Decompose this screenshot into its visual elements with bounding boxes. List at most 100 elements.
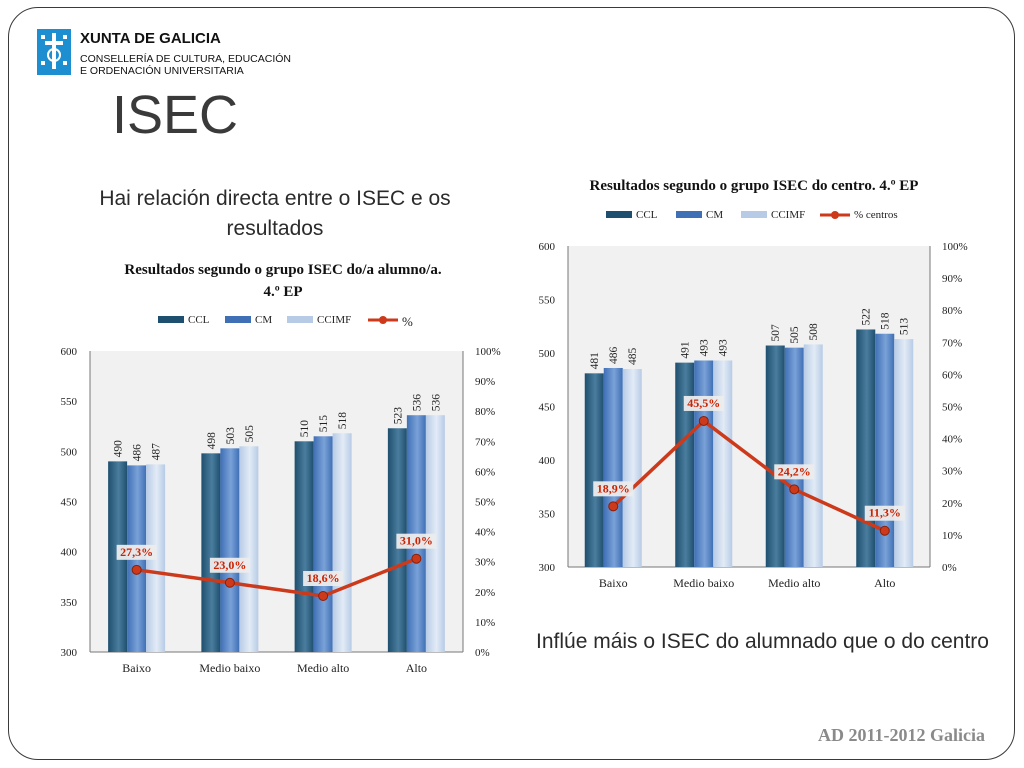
chart2-bar-value-label: 481 — [589, 352, 601, 370]
chart2-xtick-label: Medio baixo — [673, 576, 734, 590]
chart2-legend-label-ccl: CCL — [636, 209, 658, 221]
chart1-bar-value-label: 518 — [337, 412, 349, 430]
chart1-y2tick-label: 80% — [475, 406, 495, 418]
chart2-bar-ccl — [584, 373, 604, 567]
chart2-xtick-label: Baixo — [599, 576, 628, 590]
chart2-y2tick-label: 70% — [942, 337, 962, 349]
chart1-bar-cm — [220, 448, 240, 652]
chart2-legend-label-ccimf: CCIMF — [771, 209, 805, 221]
chart1-legend-swatch-ccl — [158, 316, 184, 323]
chart1-legend-swatch-cm — [225, 316, 251, 323]
chart2-bar-value-label: 493 — [699, 339, 711, 357]
chart2-bar-value-label: 486 — [608, 346, 620, 364]
chart2-y2tick-label: 0% — [942, 562, 957, 574]
chart1-xtick-label: Alto — [406, 661, 427, 675]
chart1-bar-cm — [313, 436, 333, 652]
chart2-y2tick-label: 90% — [942, 273, 962, 285]
chart2-bar-value-label: 505 — [789, 326, 801, 344]
chart1-bar-value-label: 510 — [299, 420, 311, 438]
chart1-pct-point — [131, 564, 142, 575]
chart2-y2tick-label: 60% — [942, 369, 962, 381]
org-name: XUNTA DE GALICIA — [80, 30, 221, 47]
chart1-y2tick-label: 30% — [475, 557, 495, 569]
chart2-ytick-label: 450 — [539, 402, 556, 414]
chart1-legend-label-cm: CM — [255, 314, 272, 326]
chart1-legend-marker — [379, 316, 387, 324]
chart1-y2tick-label: 40% — [475, 527, 495, 539]
chart1-ytick-label: 400 — [61, 547, 78, 559]
chart1-bar-ccimf — [425, 415, 445, 652]
chart2-bar-value-label: 493 — [718, 339, 730, 357]
chart2-y2tick-label: 50% — [942, 402, 962, 414]
chart1-ytick-label: 350 — [61, 597, 78, 609]
chart1-bar-ccl — [201, 453, 221, 652]
chart1-xtick-label: Baixo — [122, 661, 151, 675]
chart1-pct-point — [224, 577, 235, 588]
chart1-bar-ccimf — [332, 433, 352, 652]
chart2-ytick-label: 400 — [539, 455, 556, 467]
chart2-pct-label: 11,3% — [869, 506, 901, 520]
chart2-ytick-label: 600 — [539, 241, 556, 253]
chart2-bar-ccimf — [713, 360, 733, 567]
chart2-bar-value-label: 485 — [627, 348, 639, 366]
chart2-xtick-label: Medio alto — [768, 576, 820, 590]
chart2-pct-point — [698, 415, 709, 426]
chart1-title: 4.º EP — [263, 284, 302, 300]
chart1-y2tick-label: 60% — [475, 466, 495, 478]
chart1-bar-value-label: 523 — [392, 407, 404, 425]
chart1-pct-point — [318, 591, 329, 602]
chart1-bar-value-label: 536 — [430, 394, 442, 412]
chart2-ytick-label: 500 — [539, 348, 556, 360]
chart1-pct-label-bg — [116, 544, 157, 560]
chart1-bar-ccl — [294, 441, 314, 652]
chart2-pct-point — [608, 501, 619, 512]
chart1-title: Resultados segundo o grupo ISEC do/a alu… — [124, 262, 441, 278]
chart2-pct-label: 24,2% — [778, 464, 811, 478]
chart2-bar-cm — [603, 367, 623, 567]
chart2-bar-cm — [784, 347, 804, 567]
chart1-y2tick-label: 0% — [475, 647, 490, 659]
chart2-pct-label-bg — [683, 395, 724, 411]
chart2-bar-value-label: 513 — [899, 318, 911, 336]
org-department-line1: CONSELLERÍA DE CULTURA, EDUCACIÓN — [80, 53, 292, 65]
chart1-pct-label: 27,3% — [120, 545, 153, 559]
chart1-ytick-label: 600 — [61, 346, 78, 358]
chart1-pct-label-bg — [209, 557, 250, 573]
chart2-legend-label-cm: CM — [706, 209, 723, 221]
chart1-pct-label-bg — [303, 571, 344, 587]
chart1-ytick-label: 500 — [61, 446, 78, 458]
chart1-bar-cm — [406, 415, 426, 652]
chart1-bar-value-label: 490 — [113, 440, 125, 458]
chart2-y2tick-label: 20% — [942, 498, 962, 510]
headline-right: Inflúe máis o ISEC do alumnado que o do … — [536, 630, 989, 653]
chart2-bar-value-label: 508 — [808, 323, 820, 341]
chart2-pct-label: 45,5% — [687, 396, 720, 410]
chart1-legend-label-line: % — [402, 314, 413, 329]
chart1-pct-point — [411, 553, 422, 564]
chart1-xtick-label: Medio alto — [297, 661, 349, 675]
chart1-xtick-label: Medio baixo — [199, 661, 260, 675]
chart2-bar-value-label: 522 — [861, 308, 873, 326]
chart2-bar-ccl — [856, 329, 876, 567]
chart2-pct-label: 18,9% — [597, 481, 630, 495]
chart2-pct-label-bg — [593, 481, 634, 497]
chart2-bar-value-label: 518 — [880, 312, 892, 330]
chart2-ytick-label: 550 — [539, 295, 556, 307]
chart1-pct-label: 23,0% — [213, 558, 246, 572]
xunta-shield-icon — [37, 29, 71, 75]
chart1-pct-label: 18,6% — [307, 571, 340, 585]
chart1-y2tick-label: 100% — [475, 346, 501, 358]
chart1-bar-value-label: 487 — [151, 443, 163, 461]
chart1-ytick-label: 450 — [61, 497, 78, 509]
chart1-legend-swatch-ccimf — [287, 316, 313, 323]
chart2-pct-label-bg — [864, 505, 905, 521]
chart2-bar-ccl — [675, 362, 695, 567]
chart1-legend-label-ccimf: CCIMF — [317, 314, 351, 326]
chart2-bar-value-label: 491 — [680, 341, 692, 359]
chart2-pct-line — [612, 418, 886, 533]
chart2-legend-swatch-ccimf — [741, 211, 767, 218]
chart1-bar-ccimf — [239, 446, 259, 652]
chart2-y2tick-label: 10% — [942, 530, 962, 542]
chart1-y2tick-label: 70% — [475, 436, 495, 448]
